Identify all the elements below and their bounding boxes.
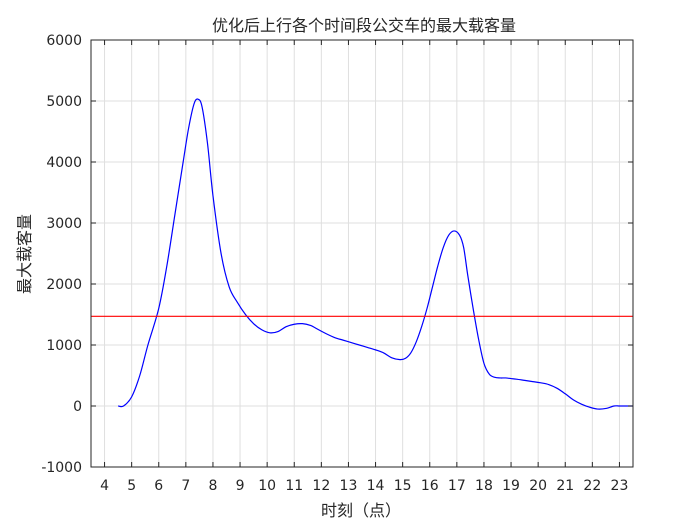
ticks: 4 5 6 7 8 9 10 11 12 13 14 15 16 17 18 19 20 21 22 23 -1000 0… bbox=[41, 33, 633, 494]
y-tick-label: 5000 bbox=[46, 94, 82, 110]
x-tick-label: 12 bbox=[312, 478, 330, 494]
y-tick-label: 4000 bbox=[46, 155, 82, 171]
x-tick-label: 21 bbox=[556, 478, 574, 494]
y-tick-label: 2000 bbox=[46, 277, 82, 293]
x-tick-label: 14 bbox=[367, 478, 385, 494]
x-tick-label: 5 bbox=[127, 478, 136, 494]
x-tick-label: 19 bbox=[502, 478, 520, 494]
x-tick-label: 13 bbox=[340, 478, 358, 494]
x-tick-label: 6 bbox=[154, 478, 163, 494]
x-tick-label: 16 bbox=[421, 478, 439, 494]
y-tick-label: -1000 bbox=[41, 460, 82, 476]
x-tick-label: 9 bbox=[236, 478, 245, 494]
x-tick-label: 15 bbox=[394, 478, 412, 494]
x-tick-label: 20 bbox=[529, 478, 547, 494]
y-axis-label: 最大载客量 bbox=[15, 214, 34, 294]
x-tick-label: 22 bbox=[583, 478, 601, 494]
series-layer bbox=[91, 98, 633, 410]
x-tick-label: 17 bbox=[448, 478, 466, 494]
x-tick-label: 4 bbox=[100, 478, 109, 494]
x-tick-label: 23 bbox=[611, 478, 629, 494]
y-tick-label: 3000 bbox=[46, 216, 82, 232]
passenger-load-line bbox=[118, 98, 633, 410]
y-tick-label: 1000 bbox=[46, 338, 82, 354]
x-tick-label: 11 bbox=[285, 478, 303, 494]
x-tick-label: 7 bbox=[181, 478, 190, 494]
y-tick-label: 0 bbox=[73, 399, 82, 415]
chart-title: 优化后上行各个时间段公交车的最大载客量 bbox=[212, 16, 516, 35]
x-axis-label: 时刻（点） bbox=[321, 501, 401, 520]
plot-frame bbox=[90, 39, 634, 468]
x-tick-label: 10 bbox=[258, 478, 276, 494]
x-tick-label: 8 bbox=[208, 478, 217, 494]
x-tick-label: 18 bbox=[475, 478, 493, 494]
y-tick-label: 6000 bbox=[46, 33, 82, 49]
